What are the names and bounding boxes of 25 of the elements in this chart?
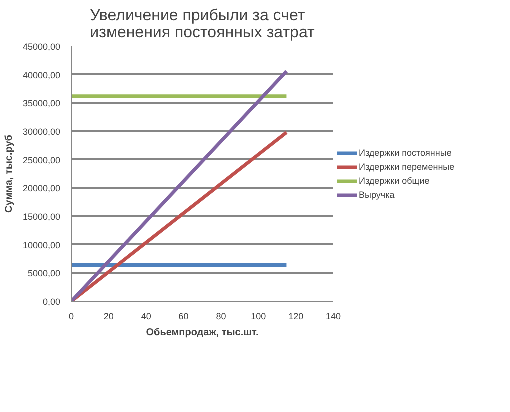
x-tick-label: 140 (326, 312, 342, 322)
x-tick-label: 80 (216, 312, 226, 322)
legend-label: Издержки переменные (359, 162, 455, 172)
y-tick-label: 10000,00 (22, 240, 61, 250)
y-tick-label: 40000,00 (22, 70, 61, 80)
legend-label: Издержки общие (359, 176, 430, 186)
x-tick-label: 120 (288, 312, 304, 322)
y-tick-label: 30000,00 (22, 127, 61, 137)
y-tick-label: 5000,00 (28, 268, 61, 279)
legend-label: Выручка (359, 190, 395, 200)
x-tick-label: 60 (178, 312, 189, 322)
y-tick-label: 35000,00 (22, 98, 61, 109)
x-axis-title: Обьемпродаж, тыс.шт. (146, 328, 259, 338)
y-tick-label: 45000,00 (22, 42, 61, 52)
x-tick-label: 40 (141, 312, 152, 322)
y-tick-label: 20000,00 (22, 184, 61, 194)
y-tick-label: 25000,00 (22, 155, 61, 166)
y-tick-label: 0,00 (42, 297, 61, 307)
x-tick-label: 20 (104, 312, 114, 322)
x-tick-label: 100 (251, 312, 266, 322)
y-axis-title: Сумма, тыс.руб (4, 135, 15, 213)
y-tick-label: 15000,00 (22, 212, 61, 222)
chart-title: Увеличение прибыли за счет изменения постоянных затрат (90, 8, 316, 42)
legend-label: Издержки постоянные (359, 148, 452, 158)
x-tick-label: 0 (68, 312, 74, 322)
